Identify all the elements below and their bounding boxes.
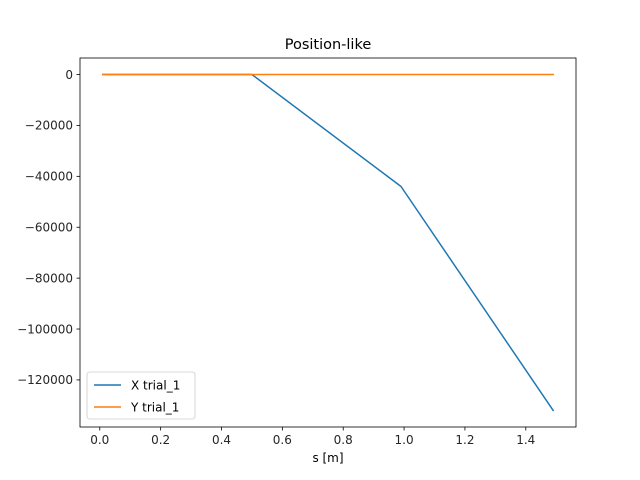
x-tick-label: 0.6 xyxy=(273,433,292,447)
x-tick-label: 1.4 xyxy=(516,433,535,447)
y-tick-label: −80000 xyxy=(25,271,73,285)
x-tick-label: 0.2 xyxy=(151,433,170,447)
legend-label: Y trial_1 xyxy=(130,400,179,414)
chart-title: Position-like xyxy=(285,37,372,53)
y-tick-label: −120000 xyxy=(17,373,73,387)
legend-label: X trial_1 xyxy=(131,378,180,392)
axes-frame xyxy=(79,57,577,428)
x-axis-label: s [m] xyxy=(312,451,343,465)
x-tick-label: 0.8 xyxy=(334,433,353,447)
x-tick-label: 0.4 xyxy=(212,433,231,447)
series-layer xyxy=(102,73,555,412)
y-tick-label: −60000 xyxy=(25,221,73,235)
legend: X trial_1 Y trial_1 xyxy=(86,371,196,420)
y-tick-label: 0 xyxy=(65,68,73,82)
axes-layer xyxy=(79,57,577,428)
y-tick-label: −20000 xyxy=(25,119,73,133)
x-tick-label: 1.2 xyxy=(455,433,474,447)
x-tick-label: 0.0 xyxy=(90,433,109,447)
plot-area xyxy=(80,58,576,427)
ticks-layer: 0.0 0.2 0.4 0.6 0.8 1.0 1.2 1.4 0 −20000 −40000 −60… xyxy=(17,68,535,447)
x-tick-label: 1.0 xyxy=(395,433,414,447)
y-tick-label: −100000 xyxy=(17,322,73,336)
y-tick-label: −40000 xyxy=(25,170,73,184)
